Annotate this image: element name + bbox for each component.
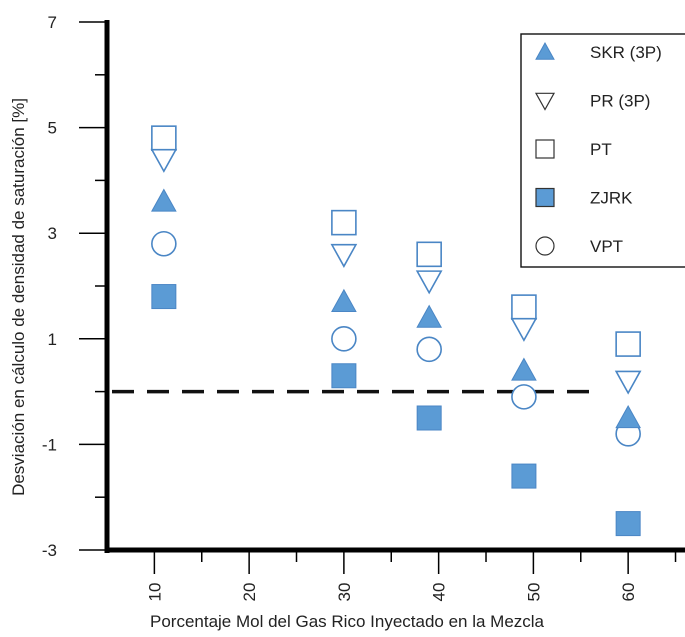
legend-label: PR (3P) <box>590 92 650 111</box>
x-tick-label: 50 <box>524 583 543 602</box>
pr-3p-point <box>330 243 358 268</box>
legend-marker <box>535 236 555 256</box>
skr-3p-point <box>331 288 357 312</box>
y-tick-label: -1 <box>42 435 57 454</box>
y-axis-label: Desviación en cálculo de densidad de sat… <box>9 98 28 496</box>
legend-label: SKR (3P) <box>590 43 662 62</box>
pr-3p-point <box>614 370 642 395</box>
y-tick-label: 1 <box>48 330 57 349</box>
pt-point <box>511 294 537 320</box>
x-tick-label: 30 <box>335 583 354 602</box>
pr-3p-point <box>150 148 178 173</box>
skr-3p-point <box>416 304 443 328</box>
x-tick-label: 10 <box>145 583 164 602</box>
legend: SKR (3P) PR (3P) PT ZJRK VPT <box>520 33 685 268</box>
legend-item-skr-3p: SKR (3P) <box>535 41 662 62</box>
pr-3p-point <box>510 317 538 342</box>
x-tick-label: 40 <box>430 583 449 602</box>
legend-item-pt: PT <box>535 139 612 159</box>
legend-item-zjrk: ZJRK <box>535 187 633 208</box>
zjrk-point <box>416 405 442 431</box>
legend-label: VPT <box>590 237 623 256</box>
pr-3p-point <box>415 270 443 295</box>
pt-point <box>416 241 442 268</box>
x-tick-label: 20 <box>240 583 259 602</box>
vpt-point <box>151 230 177 257</box>
pt-point <box>331 209 357 236</box>
y-tick-label: 5 <box>48 119 57 138</box>
legend-item-vpt: VPT <box>535 236 623 256</box>
vpt-point <box>331 325 357 352</box>
skr-3p-point <box>151 188 177 212</box>
vpt-point <box>416 336 442 363</box>
legend-marker <box>535 41 555 60</box>
skr-3p-point <box>615 404 641 429</box>
y-tick-label: -3 <box>42 541 57 560</box>
zjrk-point <box>331 363 357 389</box>
data-points <box>150 125 642 537</box>
legend-marker <box>535 139 555 159</box>
legend-label: PT <box>590 140 612 159</box>
y-tick-label: 3 <box>48 224 57 243</box>
skr-3p-point <box>511 357 537 381</box>
legend-marker <box>534 92 556 111</box>
legend-label: ZJRK <box>590 189 633 208</box>
zjrk-point <box>615 511 641 537</box>
legend-item-pr-3p: PR (3P) <box>534 92 650 111</box>
zjrk-point <box>511 463 537 489</box>
y-tick-label: 7 <box>48 13 57 32</box>
vpt-point <box>511 384 537 410</box>
pt-point <box>151 125 177 151</box>
x-tick-label: 60 <box>619 583 638 602</box>
axis-ticks: 7 5 3 1 -1 -3 10 20 30 40 50 60 <box>42 13 677 602</box>
legend-marker <box>535 187 555 208</box>
pt-point <box>615 331 641 357</box>
x-axis-label: Porcentaje Mol del Gas Rico Inyectado en… <box>150 612 545 631</box>
zjrk-point <box>151 284 177 310</box>
